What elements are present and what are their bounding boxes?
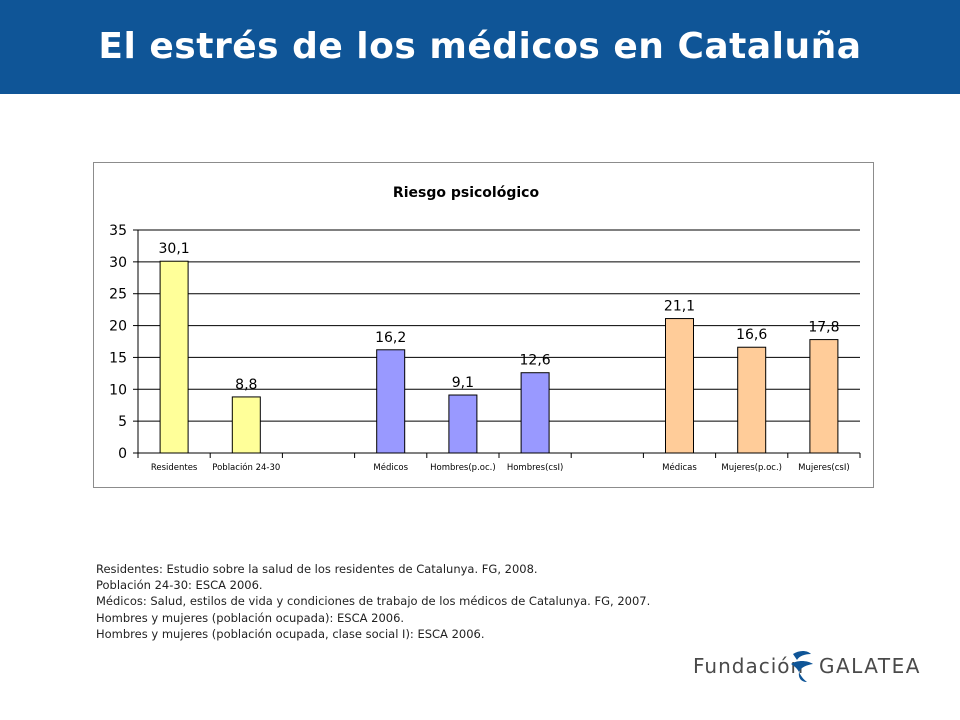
data-label: 17,8 — [808, 320, 839, 336]
x-tick-label: Residentes — [151, 463, 198, 473]
bar — [159, 260, 189, 454]
bar — [448, 394, 478, 454]
data-labels: 30,1 8,8 16,2 9,1 12,6 21,1 16,6 17,8 — [159, 241, 840, 393]
y-tick-label: 35 — [109, 223, 127, 239]
bar — [376, 349, 406, 454]
data-label: 9,1 — [452, 375, 474, 391]
data-label: 16,2 — [375, 330, 406, 346]
source-note: Residentes: Estudio sobre la salud de lo… — [96, 562, 538, 576]
x-tick-label: Mujeres(p.oc.) — [721, 463, 782, 473]
fundacion-galatea-logo: Fundación GALATEA — [693, 648, 933, 688]
x-tick-label: Médicas — [662, 462, 697, 473]
source-note: Población 24-30: ESCA 2006. — [96, 578, 263, 593]
chart-frame: Riesgo psicológico 30,1 8,8 16,2 9,1 12,6 21,… — [93, 162, 874, 488]
data-label: 12,6 — [520, 353, 551, 369]
y-tick-label: 30 — [109, 255, 127, 271]
bar — [737, 346, 767, 454]
bar — [231, 396, 261, 454]
galatea-logo-icon — [791, 651, 813, 682]
x-tick-label: Población 24-30 — [212, 462, 280, 473]
header-bar — [0, 0, 960, 94]
bar — [520, 372, 550, 454]
data-label: 16,6 — [736, 327, 767, 343]
logo-text-galatea: GALATEA — [819, 654, 921, 678]
y-tick-label: 10 — [109, 382, 127, 398]
source-note: Hombres y mujeres (población ocupada): E… — [96, 610, 405, 625]
y-tick-label: 20 — [109, 319, 127, 335]
page-title: El estrés de los médicos en Cataluña — [98, 26, 862, 67]
y-tick-label: 0 — [118, 446, 127, 462]
y-tick-label: 5 — [118, 414, 127, 430]
bar — [665, 318, 694, 454]
x-tick-label: Médicos — [373, 462, 408, 473]
x-tick-labels: Residentes Población 24-30 Médicos Hombres(… — [151, 462, 850, 473]
bar-chart: Riesgo psicológico 30,1 8,8 16,2 9,1 12,6 21,… — [109, 185, 861, 473]
bar — [809, 339, 839, 454]
x-tick-label: Hombres(p.oc.) — [430, 463, 496, 473]
y-tick-labels: 0 5 10 15 20 25 30 35 — [109, 223, 127, 462]
x-tick-label: Mujeres(csI) — [798, 463, 850, 473]
bars — [159, 260, 839, 454]
source-note: Hombres y mujeres (población ocupada, cl… — [96, 626, 485, 641]
logo-text-fundacion: Fundación — [693, 654, 805, 678]
data-label: 30,1 — [159, 241, 190, 257]
data-label: 21,1 — [664, 299, 695, 315]
source-note: Médicos: Salud, estilos de vida y condic… — [96, 594, 651, 609]
source-notes: Residentes: Estudio sobre la salud de lo… — [96, 561, 650, 642]
y-tick-label: 15 — [109, 350, 127, 366]
x-tick-label: Hombres(csI) — [507, 463, 563, 473]
data-label: 8,8 — [235, 377, 257, 393]
y-tick-label: 25 — [109, 287, 127, 303]
chart-title: Riesgo psicológico — [393, 185, 540, 201]
